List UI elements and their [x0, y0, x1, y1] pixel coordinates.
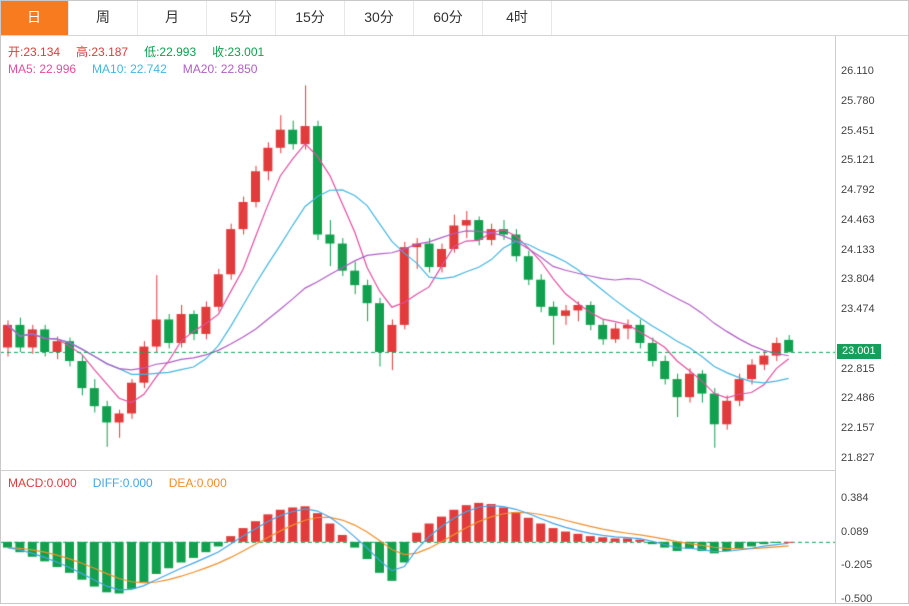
price-axis-tick: 22.815: [841, 362, 875, 375]
price-axis-tick: 23.474: [841, 303, 875, 316]
macd-canvas[interactable]: [0, 471, 835, 604]
price-axis-tick: 23.804: [841, 273, 875, 286]
price-axis-tick: 24.792: [841, 184, 875, 197]
ohlc-value: 收:23.001: [212, 45, 265, 59]
ohlc-row: 开:23.134 高:23.187 低:22.993 收:23.001: [8, 43, 280, 60]
price-axis-tick: 24.463: [841, 213, 875, 226]
price-axis-tick: 22.157: [841, 422, 875, 435]
price-axis-tick: 25.780: [841, 94, 875, 107]
chart-area: 开:23.134 高:23.187 低:22.993 收:23.001 MA5: 22…: [0, 36, 909, 606]
macd-row: MACD:0.000 DIFF:0.000 DEA:0.000: [8, 476, 243, 490]
macd-axis-tick: 0.089: [841, 525, 869, 538]
price-axis-tick: 21.827: [841, 451, 875, 464]
tab-30分[interactable]: 30分: [345, 0, 414, 35]
macd-value: DEA:0.000: [168, 476, 227, 490]
macd-axis-tick: 0.384: [841, 491, 869, 504]
macd-axis-tick: -0.205: [841, 559, 873, 572]
macd-value: DIFF:0.000: [92, 476, 153, 490]
ma-value: MA20: 22.850: [182, 62, 258, 76]
main-chart-canvas[interactable]: [0, 36, 835, 470]
tab-月[interactable]: 月: [138, 0, 207, 35]
price-axis-tick: 25.451: [841, 124, 875, 137]
ma-value: MA10: 22.742: [92, 62, 167, 76]
tab-4时[interactable]: 4时: [483, 0, 552, 35]
tab-5分[interactable]: 5分: [207, 0, 276, 35]
macd-value: MACD:0.000: [8, 476, 77, 490]
price-axis: 23.001 26.110 25.780 25.451 25.121 24.792 24.…: [835, 36, 909, 606]
price-axis-tick: 26.110: [841, 64, 874, 77]
timeframe-tabs: 日周月 5分 15分 30分 60分 4时: [0, 0, 909, 36]
tab-周[interactable]: 周: [69, 0, 138, 35]
ohlc-value: 低:22.993: [144, 45, 197, 59]
ma-row: MA5: 22.996 MA10: 22.742 MA20: 22.850: [8, 62, 273, 76]
tab-日[interactable]: 日: [0, 0, 69, 35]
tab-60分[interactable]: 60分: [414, 0, 483, 35]
current-price-tag: 23.001: [837, 343, 881, 359]
ma-value: MA5: 22.996: [8, 62, 77, 76]
macd-axis-tick: -0.500: [841, 593, 873, 606]
price-axis-tick: 25.121: [841, 154, 875, 167]
ohlc-value: 高:23.187: [76, 45, 129, 59]
ohlc-value: 开:23.134: [8, 45, 61, 59]
tab-15分[interactable]: 15分: [276, 0, 345, 35]
panel-divider: [0, 470, 835, 471]
price-axis-tick: 22.486: [841, 392, 875, 405]
price-axis-tick: 24.133: [841, 243, 875, 256]
